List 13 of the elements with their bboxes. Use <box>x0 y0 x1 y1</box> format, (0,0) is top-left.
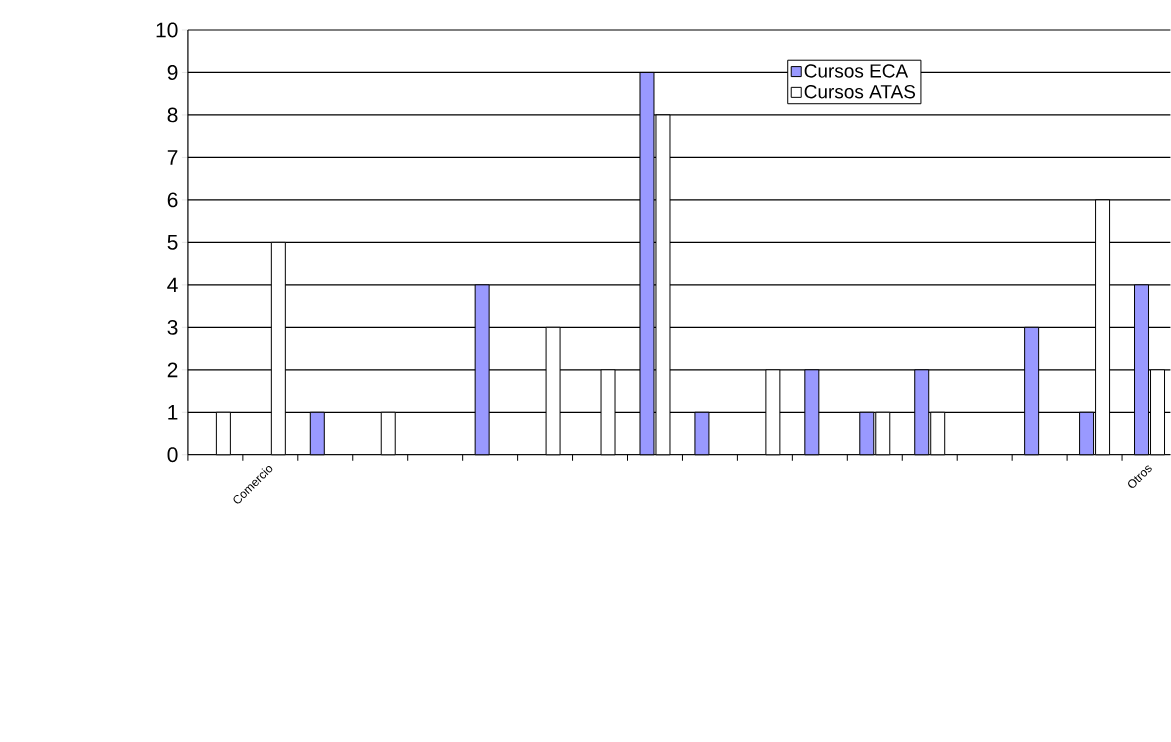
y-tick-label: 6 <box>167 192 178 208</box>
y-tick-label: 3 <box>167 320 178 335</box>
legend-label: Cursos ECA <box>804 64 909 78</box>
y-tick-label: 10 <box>156 22 178 38</box>
y-tick-label: 5 <box>167 235 178 250</box>
y-tick-label: 8 <box>167 107 178 123</box>
y-tick-label: 4 <box>167 277 178 293</box>
y-tick-label: 2 <box>167 362 178 378</box>
y-tick-label: 7 <box>167 150 178 165</box>
y-tick-label: 0 <box>167 447 178 463</box>
y-tick-label: 9 <box>167 65 178 81</box>
legend-label: Cursos ATAS <box>804 85 916 99</box>
y-tick-label: 1 <box>168 405 178 420</box>
